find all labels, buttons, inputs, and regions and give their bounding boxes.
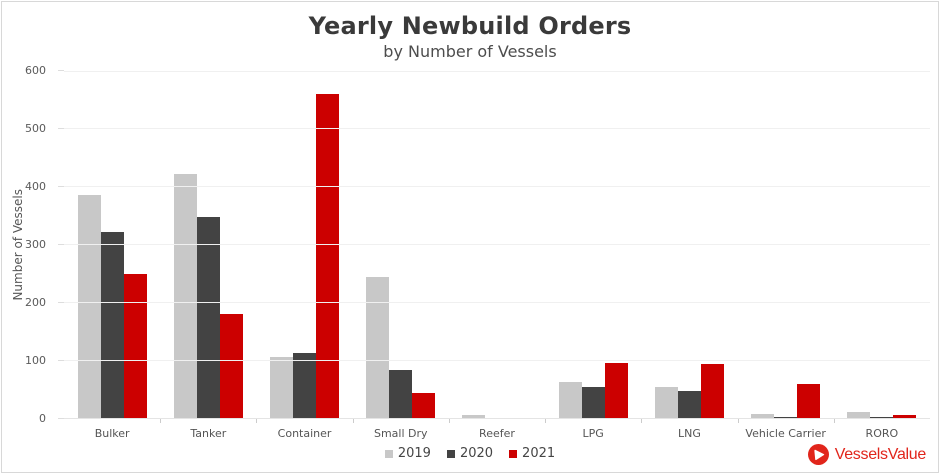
bar-group-lng [641,71,737,418]
bar-2020-lpg [581,387,605,418]
bar-2020-small-dry [389,370,413,418]
y-tick-500 [58,128,64,129]
y-tick-label-400: 400 [25,180,46,193]
vesselsvalue-logo-text: VesselsValue [834,445,927,463]
x-tick-boundary-2 [256,419,258,423]
x-label-lng: LNG [677,427,701,440]
gridline-0 [64,418,930,419]
x-label-reefer: Reefer [479,427,515,440]
legend-label-2020: 2020 [459,446,494,461]
gridline-500 [64,128,930,129]
x-tick-boundary-8 [833,419,835,423]
bar-group-tanker [160,71,256,418]
bar-2020-lng [677,391,701,418]
legend-item-2020: 2020 [446,446,494,461]
bar-group-roro [834,71,930,418]
bar-group-lpg [545,71,641,418]
y-axis-tick-labels: 0 100 200 300 400 500 600 [2,64,56,425]
bar-2020-tanker [196,217,220,418]
bar-group-reefer [449,71,545,418]
bar-2019-reefer [462,415,486,418]
x-tick-boundary-3 [352,419,354,423]
bar-2020-roro [870,416,894,418]
bar-2020-vehicle-carrier [774,416,798,418]
legend-swatch-2019 [384,449,393,458]
y-tick-600 [58,70,64,71]
bar-2021-lng [700,363,724,418]
x-label-small-dry: Small Dry [373,427,428,440]
bar-2021-small-dry [412,393,436,418]
bar-2019-roro [847,411,871,418]
bar-2019-vehicle-carrier [751,413,775,418]
bar-2019-bulker [77,194,101,418]
y-tick-100 [58,360,64,361]
vesselsvalue-logo-icon [807,444,829,465]
bar-group-small-dry [353,71,449,418]
y-tick-200 [58,302,64,303]
x-label-vehicle-carrier: Vehicle Carrier [745,427,826,440]
legend-swatch-2020 [446,449,455,458]
legend-item-2021: 2021 [509,446,555,461]
bar-2020-container [293,352,317,418]
y-tick-300 [58,244,64,245]
x-tick-boundary-7 [737,419,739,423]
x-label-tanker: Tanker [190,427,227,440]
bar-2021-roro [893,414,917,418]
y-tick-label-0: 0 [39,412,46,425]
bar-2021-tanker [219,313,243,418]
y-tick-label-600: 600 [25,64,46,77]
x-label-bulker: Bulker [94,427,130,440]
x-label-container: Container [277,427,332,440]
bar-groups [64,71,930,418]
gridline-200 [64,302,930,303]
y-tick-400 [58,186,64,187]
y-tick-0 [58,418,64,419]
chart-subtitle: by Number of Vessels [383,42,557,61]
bar-group-vehicle-carrier [738,71,834,418]
legend-swatch-2021 [509,449,518,458]
x-label-roro: RORO [865,427,899,440]
bar-2020-bulker [100,231,124,418]
legend-item-2019: 2019 [384,446,431,461]
legend: 2019 2020 2021 [2,446,938,461]
x-tick-boundary-6 [641,419,643,423]
bar-group-bulker [64,71,160,418]
plot-area [58,70,930,423]
y-tick-label-500: 500 [25,122,46,135]
vesselsvalue-logo: VesselsValue [807,444,927,465]
bar-group-container [256,71,352,418]
bar-2019-small-dry [366,277,390,418]
y-tick-label-300: 300 [25,238,46,251]
bar-2021-container [316,93,340,418]
gridline-400 [64,186,930,187]
y-tick-label-100: 100 [25,354,46,367]
bar-2019-tanker [173,173,197,418]
bar-2021-bulker [123,273,147,418]
legend-label-2021: 2021 [522,446,556,461]
bar-2021-lpg [604,362,628,418]
y-tick-label-200: 200 [25,296,46,309]
chart-title: Yearly Newbuild Orders [308,12,632,40]
bar-2021-vehicle-carrier [797,384,821,418]
bar-2019-lng [654,386,678,418]
x-tick-boundary-4 [448,419,450,423]
x-axis-category-labels: Bulker Tanker Container Small Dry Reefer LPG L… [64,427,930,440]
x-tick-boundary-5 [545,419,547,423]
legend-label-2019: 2019 [397,446,431,461]
chart-header: Yearly Newbuild Orders by Number of Vess… [2,12,938,61]
x-tick-boundary-1 [160,419,162,423]
x-label-lpg: LPG [582,427,604,440]
bar-2019-container [270,356,294,418]
gridline-600 [64,71,930,72]
bar-2019-lpg [558,381,582,418]
gridline-100 [64,360,930,361]
gridline-300 [64,244,930,245]
